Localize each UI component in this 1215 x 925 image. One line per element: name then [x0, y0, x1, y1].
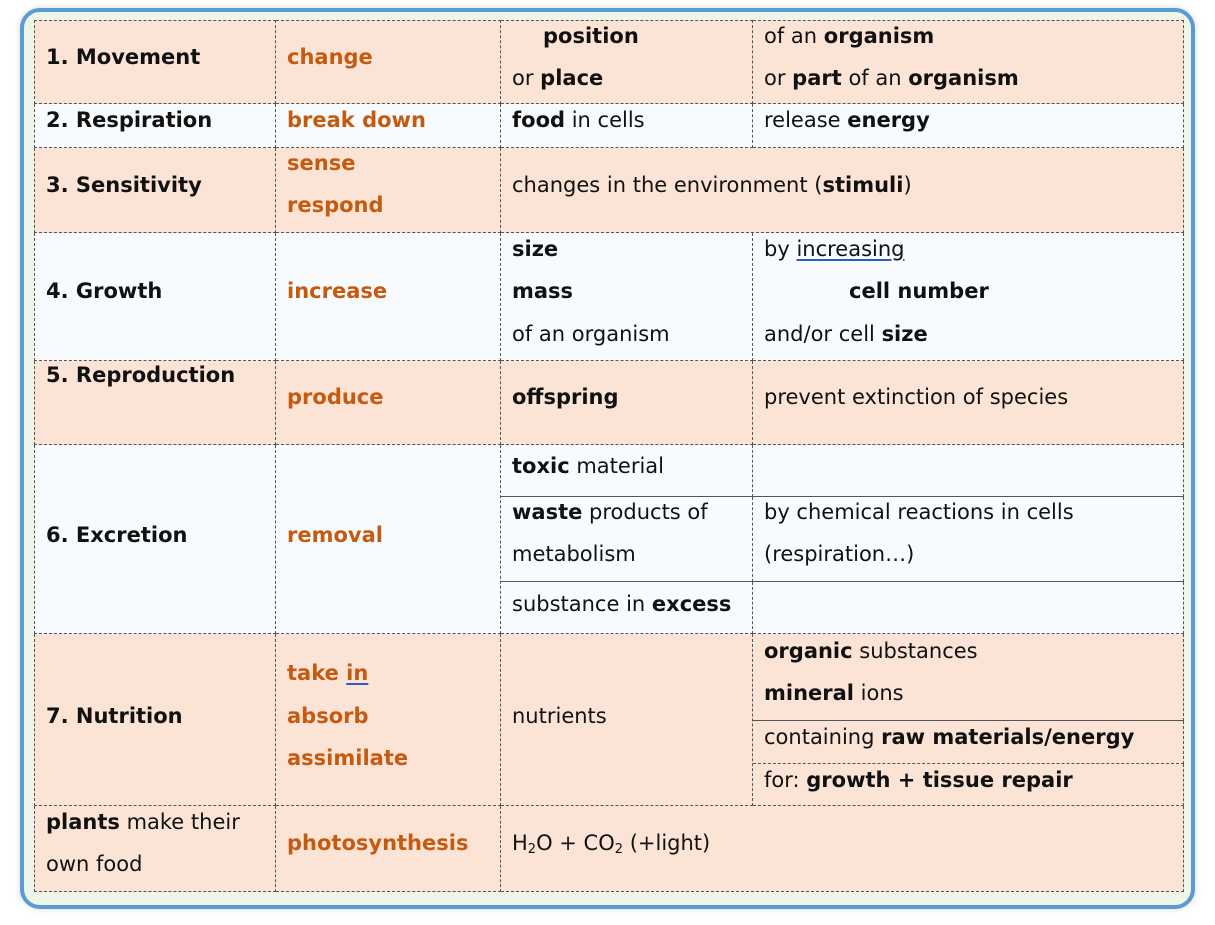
row-title-cell: 2. Respiration	[34, 104, 276, 148]
row-title: 3. Sensitivity	[46, 173, 202, 197]
detail-text: cell number	[849, 279, 989, 303]
detail-cell: release energy	[753, 104, 1184, 148]
object-text: substance in excess	[512, 592, 732, 616]
row-title-cell: 4. Growth	[34, 233, 276, 361]
object-cell: nutrients	[501, 634, 753, 806]
verb: removal	[287, 523, 383, 547]
object-text: offspring	[512, 385, 619, 409]
row-title-cell: 1. Movement	[34, 20, 276, 104]
row-title: 7. Nutrition	[46, 704, 183, 728]
object-text: or place	[512, 66, 604, 90]
row-title-cell: 7. Nutrition	[34, 634, 276, 806]
object-cell: changes in the environment (stimuli)	[501, 148, 1184, 233]
object-cell: position or place	[501, 20, 753, 104]
object-text: metabolism	[512, 542, 636, 566]
detail-text: organic substances	[764, 639, 978, 663]
verb-cell: increase	[276, 233, 501, 361]
object-text: of an organism	[512, 322, 670, 346]
row-title: 1. Movement	[46, 45, 201, 69]
detail-text: for: growth + tissue repair	[764, 768, 1073, 792]
table-row-movement: 1. Movement change position or place of …	[34, 20, 1184, 104]
detail-text: release energy	[764, 108, 930, 132]
object-text: mass	[512, 279, 574, 303]
detail-cell: by increasing cell number and/or cell si…	[753, 233, 1184, 361]
object-cell: food in cells	[501, 104, 753, 148]
object-text: size	[512, 237, 559, 261]
object-text: waste products of	[512, 500, 708, 524]
verb-cell: produce	[276, 361, 501, 445]
detail-cell: containing raw materials/energy	[753, 721, 1184, 764]
row-title: own food	[46, 852, 143, 876]
verb-cell: change	[276, 20, 501, 104]
row-title: plants make their	[46, 810, 240, 834]
detail-text: containing raw materials/energy	[764, 725, 1135, 749]
detail-text: by chemical reactions in cells	[764, 500, 1074, 524]
equation-cell: H2O + CO2 (+light)	[501, 806, 1184, 892]
object-cell: waste products of metabolism	[501, 497, 753, 582]
table-row-reproduction: 5. Reproduction produce offspring preven…	[34, 361, 1184, 445]
object-cell: size mass of an organism	[501, 233, 753, 361]
row-title: 2. Respiration	[46, 108, 213, 132]
verb: produce	[287, 385, 384, 409]
object-text: toxic material	[512, 454, 664, 478]
detail-cell: for: growth + tissue repair	[753, 764, 1184, 806]
table-row-nutrition: 7. Nutrition take in absorb assimilate n…	[34, 634, 1184, 806]
object-text: position	[543, 24, 639, 48]
object-text: food in cells	[512, 108, 645, 132]
verb-cell: break down	[276, 104, 501, 148]
table-row-respiration: 2. Respiration break down food in cells …	[34, 104, 1184, 148]
row-title: 4. Growth	[46, 279, 163, 303]
table-row-photosynthesis: plants make their own food photosynthesi…	[34, 806, 1184, 892]
verb-cell: photosynthesis	[276, 806, 501, 892]
detail-text: and/or cell size	[764, 322, 928, 346]
verb: assimilate	[287, 746, 409, 770]
row-title-cell: 5. Reproduction	[34, 361, 276, 445]
object-text: changes in the environment (stimuli)	[512, 173, 912, 197]
object-cell: toxic material	[501, 445, 753, 497]
table-row-sensitivity: 3. Sensitivity sense respond changes in …	[34, 148, 1184, 233]
row-title-cell: 3. Sensitivity	[34, 148, 276, 233]
verb: increase	[287, 279, 388, 303]
characteristics-table: 1. Movement change position or place of …	[34, 20, 1184, 892]
detail-text: mineral ions	[764, 681, 904, 705]
row-title-cell: 6. Excretion	[34, 445, 276, 634]
verb: absorb	[287, 704, 369, 728]
verb-cell: removal	[276, 445, 501, 634]
row-title: 6. Excretion	[46, 523, 188, 547]
detail-cell: of an organism or part of an organism	[753, 20, 1184, 104]
verb: break down	[287, 108, 426, 132]
row-title-cell: plants make their own food	[34, 806, 276, 892]
object-cell: substance in excess	[501, 582, 753, 634]
verb: take in	[287, 661, 369, 685]
table-row-growth: 4. Growth increase size mass of an organ…	[34, 233, 1184, 361]
verb-cell: take in absorb assimilate	[276, 634, 501, 806]
detail-cell: organic substances mineral ions	[753, 634, 1184, 721]
detail-text: (respiration…)	[764, 542, 915, 566]
object-text: nutrients	[512, 704, 607, 728]
verb: change	[287, 45, 373, 69]
detail-cell: by chemical reactions in cells (respirat…	[753, 497, 1184, 582]
verb: sense	[287, 151, 356, 175]
detail-cell: prevent extinction of species	[753, 361, 1184, 445]
detail-text: of an organism	[764, 24, 935, 48]
equation-text: H2O + CO2 (+light)	[512, 831, 711, 857]
detail-text: prevent extinction of species	[764, 385, 1069, 409]
detail-text: by increasing	[764, 237, 905, 261]
object-cell: offspring	[501, 361, 753, 445]
verb-cell: sense respond	[276, 148, 501, 233]
detail-cell	[753, 445, 1184, 497]
detail-text: or part of an organism	[764, 66, 1019, 90]
detail-cell	[753, 582, 1184, 634]
verb: photosynthesis	[287, 831, 469, 855]
table-row-excretion: 6. Excretion removal toxic material wast…	[34, 445, 1184, 634]
row-title: 5. Reproduction	[46, 363, 236, 387]
verb: respond	[287, 193, 384, 217]
